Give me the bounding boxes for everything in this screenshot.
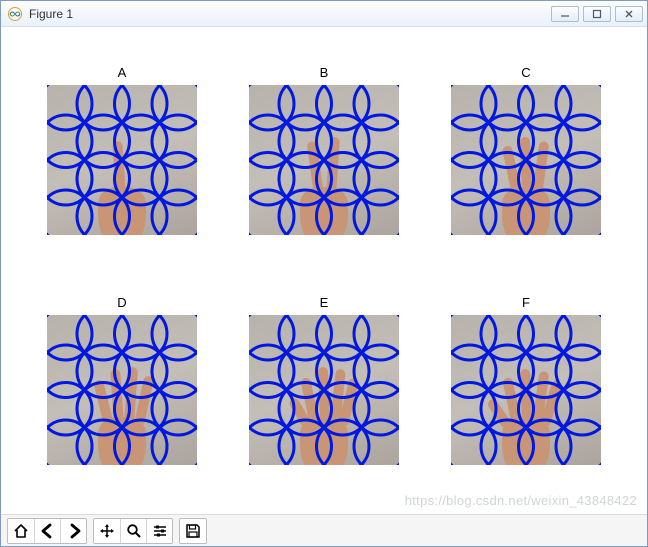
circle-grid-overlay <box>249 315 399 465</box>
forward-button[interactable] <box>60 519 86 543</box>
titlebar: Figure 1 <box>1 1 647 27</box>
close-button[interactable] <box>615 6 643 22</box>
circle-grid-overlay <box>47 85 197 235</box>
subplot-title: E <box>320 295 329 311</box>
subplot-b: B <box>247 65 401 255</box>
subplot-d: D <box>45 295 199 485</box>
window-controls <box>551 6 643 22</box>
circle-grid-overlay <box>249 85 399 235</box>
subplot-title: A <box>118 65 127 81</box>
subplot-image <box>47 85 197 235</box>
subplot-title: C <box>521 65 530 81</box>
circle-grid-overlay <box>451 315 601 465</box>
figure-window: Figure 1 ABCDEF https://blog.csdn.net/we… <box>0 0 648 547</box>
pan-button[interactable] <box>94 519 120 543</box>
subplot-image <box>47 315 197 465</box>
subplot-e: E <box>247 295 401 485</box>
subplot-image <box>249 85 399 235</box>
save-button[interactable] <box>180 519 206 543</box>
subplot-a: A <box>45 65 199 255</box>
zoom-button[interactable] <box>120 519 146 543</box>
navigation-toolbar <box>1 514 647 546</box>
home-button[interactable] <box>8 519 34 543</box>
circle-grid-overlay <box>451 85 601 235</box>
subplot-title: F <box>522 295 530 311</box>
maximize-button[interactable] <box>583 6 611 22</box>
minimize-button[interactable] <box>551 6 579 22</box>
subplot-title: B <box>320 65 329 81</box>
figure-canvas: ABCDEF https://blog.csdn.net/weixin_4384… <box>1 27 647 514</box>
back-button[interactable] <box>34 519 60 543</box>
subplot-title: D <box>117 295 126 311</box>
app-icon <box>7 6 23 22</box>
subplot-image <box>451 315 601 465</box>
subplot-f: F <box>449 295 603 485</box>
subplot-c: C <box>449 65 603 255</box>
subplot-image <box>451 85 601 235</box>
window-title: Figure 1 <box>29 7 73 21</box>
subplot-image <box>249 315 399 465</box>
configure-subplots-button[interactable] <box>146 519 172 543</box>
circle-grid-overlay <box>47 315 197 465</box>
